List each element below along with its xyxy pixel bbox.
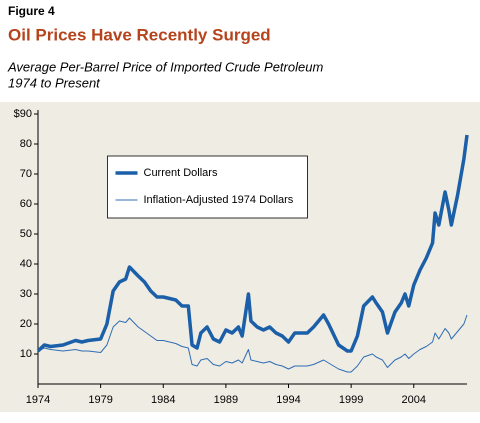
x-tick-label: 1979: [88, 394, 112, 406]
y-tick-label: 70: [20, 168, 32, 180]
chart-title: Oil Prices Have Recently Surged: [8, 25, 271, 44]
y-tick-label: 80: [20, 138, 32, 150]
y-tick-label: $90: [14, 108, 32, 120]
series-line: [36, 134, 469, 353]
figure-label: Figure 4: [8, 4, 55, 18]
y-tick-label: 50: [20, 228, 32, 240]
y-tick-label: 40: [20, 258, 32, 270]
y-tick-label: 20: [20, 318, 32, 330]
x-tick-label: 1994: [276, 394, 300, 406]
panel: [0, 102, 480, 412]
x-tick-label: 1989: [214, 394, 238, 406]
legend-label: Inflation-Adjusted 1974 Dollars: [144, 194, 294, 206]
subtitle: 1974 to Present: [8, 75, 101, 90]
y-tick-label: 30: [20, 288, 32, 300]
legend-label: Current Dollars: [144, 167, 218, 179]
subtitle: Average Per-Barrel Price of Imported Cru…: [7, 59, 323, 74]
x-tick-label: 1999: [339, 394, 363, 406]
x-tick-label: 1984: [151, 394, 175, 406]
series-line: [37, 314, 468, 373]
y-tick-label: 10: [20, 348, 32, 360]
x-tick-label: 1974: [26, 394, 50, 406]
x-tick-label: 2004: [402, 394, 426, 406]
y-tick-label: 60: [20, 198, 32, 210]
legend-box: [107, 155, 308, 219]
